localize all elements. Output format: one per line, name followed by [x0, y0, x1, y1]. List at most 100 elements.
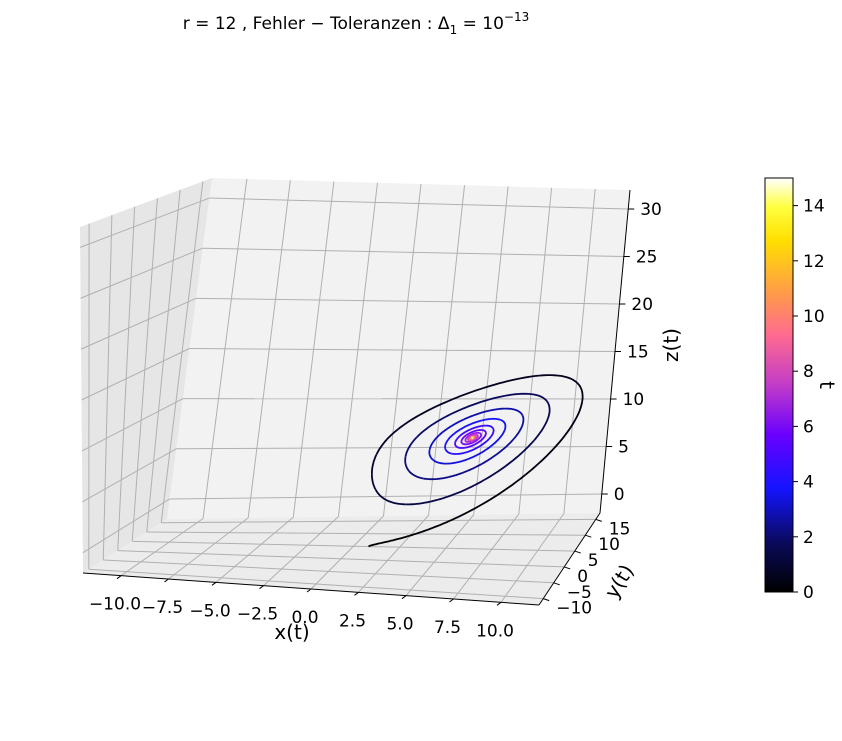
x-floor-gridline	[405, 514, 475, 596]
z-axis-line	[599, 189, 631, 514]
z-side-gridline	[80, 247, 203, 299]
y-floor-gridline	[103, 559, 554, 584]
axes-panes	[80, 178, 630, 605]
x-tick-mark	[116, 575, 122, 580]
x-floor-gridline	[500, 513, 565, 603]
trajectory-segment	[374, 489, 387, 501]
z-side-gridline	[82, 448, 177, 503]
z-tick-label: 0	[614, 485, 625, 505]
back-pane	[167, 178, 630, 519]
z-side-gridline	[82, 498, 170, 554]
y-axis-label: y(t)	[600, 560, 639, 603]
colorbar-tick-label: 8	[803, 362, 814, 382]
trajectory-segment	[479, 435, 492, 448]
x-floor-gridline	[310, 515, 384, 590]
trajectory-segment	[464, 443, 476, 449]
z-back-gridline	[196, 297, 620, 305]
z-side-gridline	[81, 398, 184, 452]
y-tick-mark	[543, 598, 550, 602]
y-floor-gridline	[117, 550, 565, 568]
colorbar-tick-label: 10	[803, 307, 825, 327]
axes-ticks: −10.0 −7.5 −5.0 −2.5 0.0 2.5 5.0 7.5 10.0−10−505…	[82, 189, 662, 641]
trajectory-segment	[461, 434, 467, 441]
trajectory-segment	[404, 456, 410, 472]
trajectory-segment	[474, 436, 479, 441]
trajectory-segment	[454, 435, 461, 444]
y-axis-line	[538, 512, 601, 606]
x-tick-mark	[164, 578, 169, 583]
colorbar-tick-label: 6	[803, 417, 814, 437]
trajectory-segment	[464, 445, 481, 454]
trajectory-segment	[456, 446, 466, 449]
colorbar-tick-label: 12	[803, 252, 825, 272]
x-floor-gridline	[168, 517, 249, 580]
trajectory-segment	[469, 432, 476, 437]
colorbar-tick-label: 4	[803, 473, 814, 493]
z-back-gridline	[169, 493, 602, 500]
trajectory-segment	[416, 413, 451, 438]
trajectory-segment	[473, 434, 477, 438]
z-tick-label: 10	[623, 390, 645, 410]
y-tick-label: 5	[588, 551, 599, 571]
y-tick-mark	[564, 566, 571, 570]
z-axis-label: z(t)	[659, 328, 683, 362]
z-side-gridline	[81, 348, 190, 401]
x-axis-label: x(t)	[274, 620, 309, 644]
y-floor-gridline	[146, 531, 586, 536]
trajectory-segment	[397, 398, 453, 431]
trajectory-segment	[404, 436, 418, 457]
z-side-gridline	[80, 297, 197, 350]
trajectory-segment	[478, 432, 482, 437]
y-floor-gridline	[132, 540, 575, 552]
trajectory-segment	[481, 429, 487, 434]
x-tick-label: 5.0	[386, 615, 413, 635]
y-tick-label: 0	[577, 567, 588, 587]
z-tick-label: 5	[618, 438, 629, 458]
y-tick-label: 10	[598, 535, 620, 555]
trajectory-segment	[460, 419, 482, 430]
y-floor-gridline	[88, 568, 544, 600]
y-tick-mark	[574, 550, 581, 554]
x-floor-gridline	[263, 516, 339, 587]
trajectory-segment	[471, 438, 479, 444]
trajectory-segment	[447, 428, 462, 441]
z-back-gridline	[202, 247, 624, 257]
y-floor-gridline	[161, 518, 596, 524]
trajectory-segment	[405, 499, 438, 506]
trajectory-segment	[504, 392, 548, 403]
x-tick-label: 10.0	[476, 621, 514, 641]
trajectory-segment	[481, 417, 501, 422]
trajectory-segment	[490, 427, 495, 437]
trajectory-segment	[465, 434, 471, 439]
trajectory-segment	[380, 535, 409, 545]
trajectory-segment	[467, 445, 492, 461]
y-tick-mark	[553, 582, 560, 586]
trajectory-segment	[461, 442, 467, 446]
y-tick-mark	[595, 518, 602, 522]
trajectory-segment	[465, 441, 473, 446]
trajectory-segment	[457, 469, 532, 518]
z-tick-label: 25	[636, 248, 658, 268]
trajectory-segment	[454, 442, 458, 448]
colorbar-tick-label: 0	[803, 583, 814, 603]
x-tick-mark	[259, 585, 264, 590]
colorbar-gradient	[764, 177, 794, 593]
x-floor-gridline	[215, 516, 294, 583]
trajectory-segment	[408, 470, 424, 480]
trajectory-segment	[483, 439, 535, 481]
trajectory-line	[367, 374, 584, 548]
trajectory-segment	[467, 438, 470, 442]
trajectory-segment	[533, 400, 551, 441]
colorbar-tick-label: 14	[803, 197, 825, 217]
x-floor-gridline	[120, 518, 204, 577]
colorbar-label: t	[815, 381, 839, 389]
trajectory-segment	[513, 414, 525, 440]
x-floor-gridline	[358, 515, 429, 593]
trajectory-segment	[444, 439, 449, 450]
trajectory-segment	[464, 439, 469, 443]
trajectory-segment	[539, 374, 584, 402]
colorbar: 0 2 4 6 8 10 12 14 t	[764, 177, 839, 603]
trajectory-segment	[438, 418, 465, 436]
chart-title: r = 12 , Fehler − Toleranzen : Δ1 = 10−1…	[183, 10, 529, 37]
